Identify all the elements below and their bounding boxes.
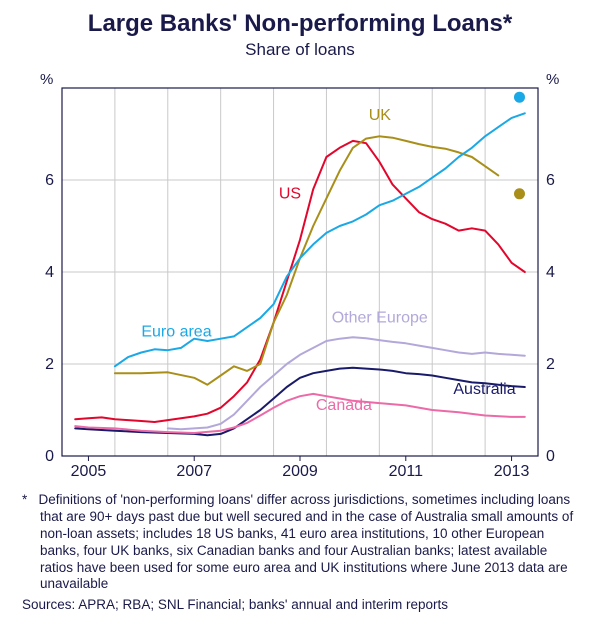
- x-tick: 2011: [389, 463, 424, 480]
- sources-line: Sources: APRA; RBA; SNL Financial; banks…: [0, 593, 600, 612]
- figure-container: Large Banks' Non-performing Loans* Share…: [0, 0, 600, 644]
- marker-uk: [514, 188, 525, 199]
- y-axis-unit-right: %: [546, 71, 559, 88]
- x-tick: 2009: [282, 463, 318, 480]
- footnote-marker: *: [22, 492, 27, 507]
- y-tick-right: 0: [546, 448, 555, 465]
- x-tick: 2005: [71, 463, 107, 480]
- y-tick-right: 4: [546, 264, 555, 281]
- series-label-euro: Euro area: [141, 323, 211, 340]
- chart-title: Large Banks' Non-performing Loans*: [0, 0, 600, 38]
- chart-plot-area: US UK Euro area Other Europe Australia Canada…: [20, 66, 580, 486]
- y-tick-right: 6: [546, 172, 555, 189]
- x-tick: 2007: [176, 463, 212, 480]
- series-label-us: US: [279, 185, 301, 202]
- marker-euro: [514, 92, 525, 103]
- series-label-other_europe: Other Europe: [332, 310, 428, 327]
- series-label-canada: Canada: [316, 397, 372, 414]
- y-axis-unit-left: %: [40, 71, 53, 88]
- series-label-uk: UK: [369, 107, 392, 124]
- y-tick-left: 2: [45, 356, 54, 373]
- y-tick-left: 6: [45, 172, 54, 189]
- x-tick: 2013: [494, 463, 530, 480]
- sources-label: Sources:: [22, 597, 75, 612]
- chart-subtitle: Share of loans: [0, 40, 600, 60]
- y-tick-left: 0: [45, 448, 54, 465]
- sources-text: APRA; RBA; SNL Financial; banks' annual …: [78, 597, 448, 612]
- footnote-text: Definitions of 'non-performing loans' di…: [39, 492, 574, 591]
- series-label-australia: Australia: [453, 381, 515, 398]
- chart-svg: US UK Euro area Other Europe Australia Canada…: [20, 66, 580, 486]
- footnote: * Definitions of 'non-performing loans' …: [0, 492, 600, 593]
- y-tick-left: 4: [45, 264, 54, 281]
- y-tick-right: 2: [546, 356, 555, 373]
